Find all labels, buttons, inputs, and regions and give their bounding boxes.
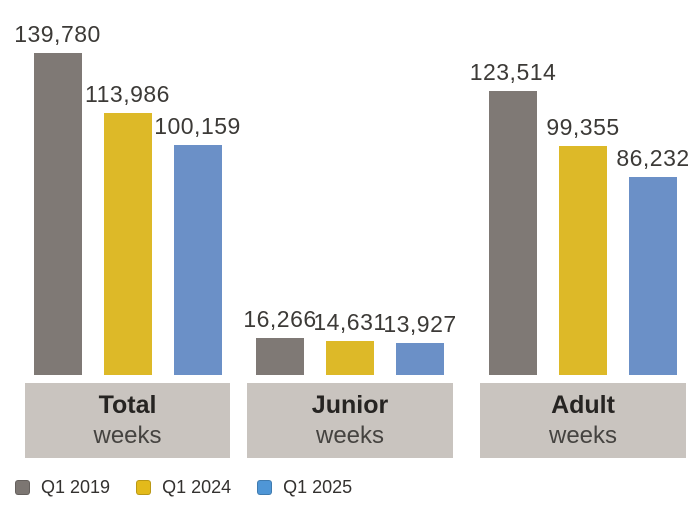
bar-cell: 86,232 xyxy=(616,145,689,375)
category-group-adult: 123,514 99,355 86,232 Adult weeks xyxy=(470,0,689,458)
legend-swatch-icon xyxy=(15,480,30,495)
bar-cell: 139,780 xyxy=(14,21,100,375)
legend-item: Q1 2025 xyxy=(257,477,352,498)
bar-q1-2025-junior xyxy=(396,343,444,375)
category-group-total: 139,780 113,986 100,159 Total weeks xyxy=(14,0,240,458)
category-label-box-junior: Junior weeks xyxy=(247,383,453,458)
bar-cell: 100,159 xyxy=(154,113,240,375)
legend-item-label: Q1 2024 xyxy=(162,477,232,497)
bar-value-label: 113,986 xyxy=(85,80,170,107)
bar-q1-2019-junior xyxy=(256,338,304,375)
bar-cell: 16,266 xyxy=(243,306,316,375)
bar-cell: 99,355 xyxy=(546,114,619,375)
bar-value-label: 99,355 xyxy=(546,113,620,140)
legend-swatch-icon xyxy=(257,480,273,495)
bar-value-label: 123,514 xyxy=(469,58,557,85)
bar-cell: 123,514 xyxy=(470,59,556,375)
legend: Q1 2019 Q1 2024 Q1 2025 xyxy=(15,477,352,498)
bar-value-label: 14,631 xyxy=(313,308,387,335)
bar-value-label: 139,780 xyxy=(14,20,101,47)
bar-value-label: 13,927 xyxy=(383,310,457,337)
bar-value-label: 86,232 xyxy=(616,144,690,171)
legend-item-label: Q1 2025 xyxy=(283,477,353,497)
category-title: Junior xyxy=(311,390,389,419)
bars-adult: 123,514 99,355 86,232 xyxy=(470,0,689,375)
bar-q1-2024-total xyxy=(103,113,152,375)
legend-item-label: Q1 2019 xyxy=(41,477,111,497)
category-title: Total xyxy=(98,390,157,419)
category-subtitle: weeks xyxy=(93,422,162,450)
bar-cell: 13,927 xyxy=(383,311,456,375)
bar-q1-2025-total xyxy=(173,145,222,375)
bar-q1-2019-total xyxy=(33,53,82,375)
category-label-box-adult: Adult weeks xyxy=(480,383,686,458)
bars-total: 139,780 113,986 100,159 xyxy=(14,0,240,375)
bar-value-label: 100,159 xyxy=(154,112,241,139)
bar-q1-2025-adult xyxy=(629,177,677,375)
legend-swatch-icon xyxy=(136,480,152,495)
category-label-box-total: Total weeks xyxy=(25,383,230,458)
category-title: Adult xyxy=(551,390,615,419)
bar-q1-2024-junior xyxy=(326,341,374,375)
category-subtitle: weeks xyxy=(548,422,618,450)
category-group-junior: 16,266 14,631 13,927 Junior weeks xyxy=(243,0,456,458)
bar-cell: 14,631 xyxy=(313,309,386,375)
bar-q1-2024-adult xyxy=(559,146,607,375)
legend-item: Q1 2024 xyxy=(136,477,231,498)
bars-junior: 16,266 14,631 13,927 xyxy=(243,0,456,375)
legend-item: Q1 2019 xyxy=(15,477,110,498)
bar-value-label: 16,266 xyxy=(243,305,317,332)
bar-q1-2019-adult xyxy=(489,91,537,375)
bar-cell: 113,986 xyxy=(85,81,169,375)
category-subtitle: weeks xyxy=(315,422,385,450)
